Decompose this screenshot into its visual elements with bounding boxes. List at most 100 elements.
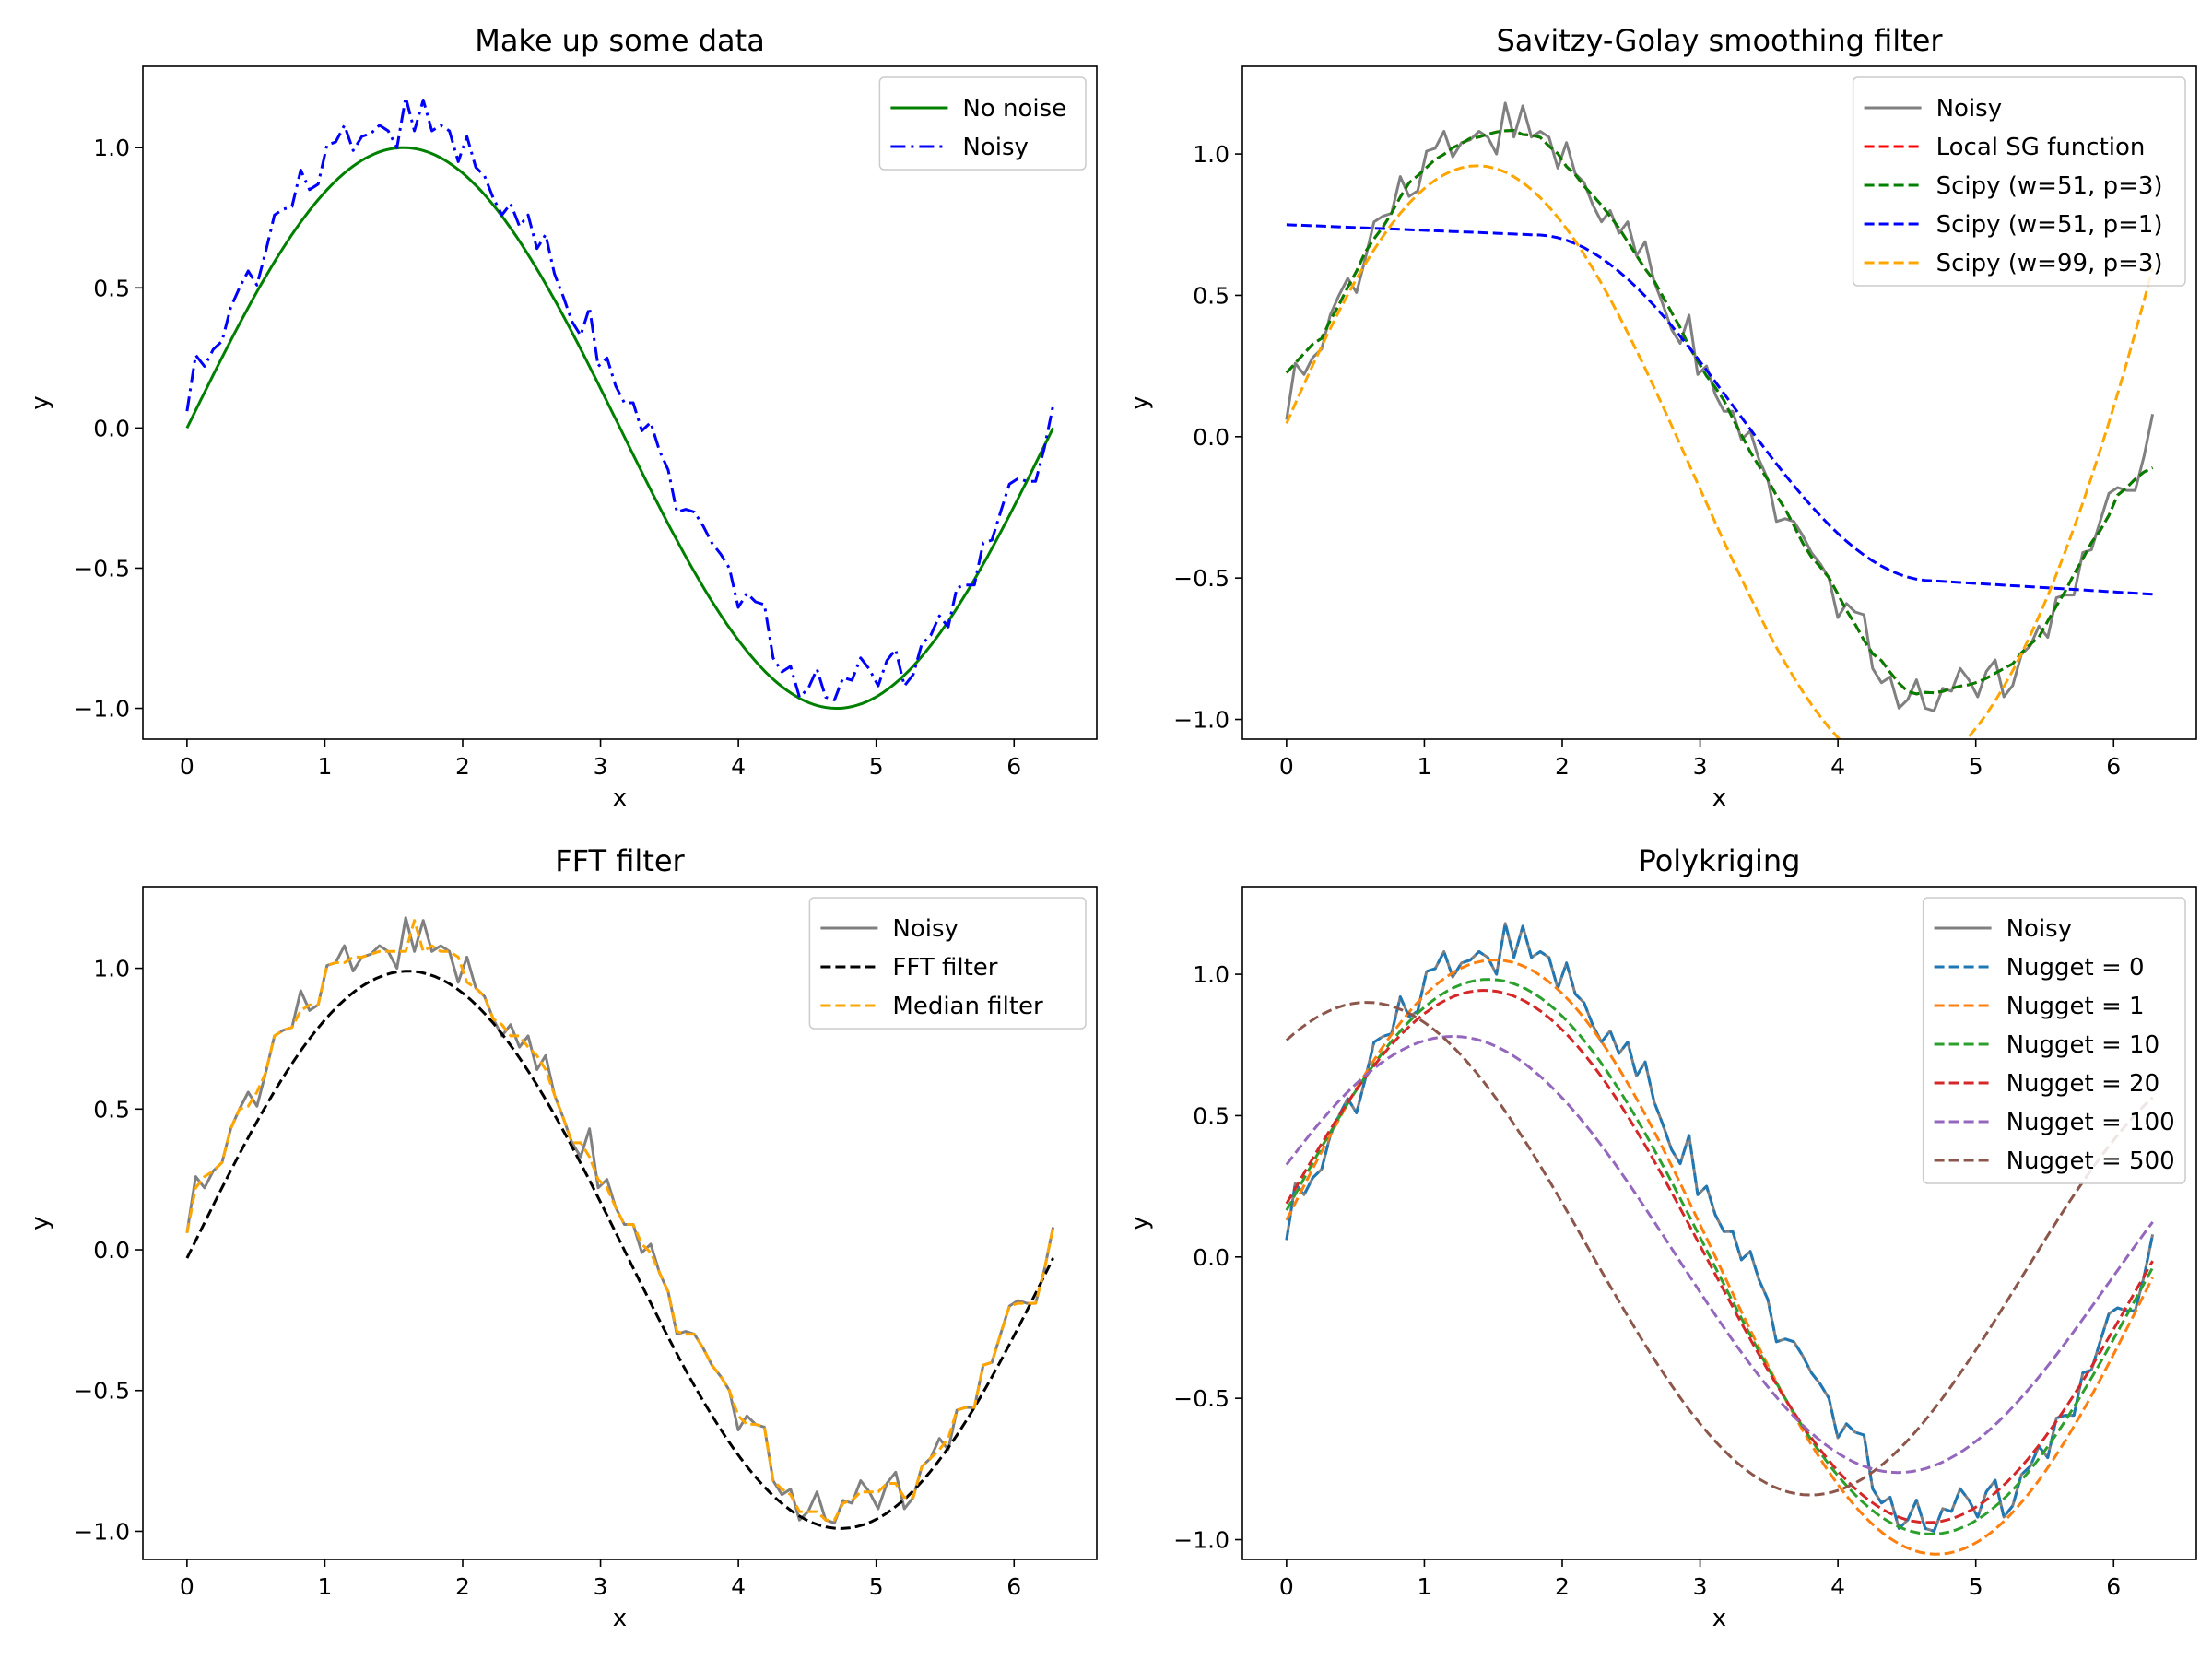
legend-label: Scipy (w=51, p=1) bbox=[1936, 211, 2163, 239]
series-line-2 bbox=[185, 96, 1055, 701]
series-group bbox=[185, 916, 1055, 1530]
x-tick-label: 4 bbox=[1830, 753, 1845, 780]
y-tick-label: −0.5 bbox=[74, 555, 130, 582]
y-tick-label: −1.0 bbox=[74, 1518, 130, 1545]
series-group bbox=[1285, 101, 2155, 739]
y-tick-label: 1.0 bbox=[93, 135, 130, 161]
x-tick-label: 1 bbox=[317, 753, 332, 780]
series-line-5 bbox=[1285, 989, 2154, 1524]
series-line-7 bbox=[1285, 1001, 2154, 1497]
legend-label: Noisy bbox=[892, 915, 959, 943]
subplot-title: Make up some data bbox=[475, 23, 765, 58]
x-tick-label: 6 bbox=[2106, 753, 2121, 780]
x-tick-label: 6 bbox=[1006, 753, 1021, 780]
x-tick-label: 6 bbox=[2106, 1573, 2121, 1600]
x-tick-label: 1 bbox=[1417, 1573, 1431, 1600]
series-line-2 bbox=[185, 970, 1054, 1530]
x-axis-label: x bbox=[613, 784, 627, 812]
legend-label: Noisy bbox=[2006, 915, 2073, 943]
axes-frame bbox=[142, 886, 1098, 1560]
subplot-p1: 0 1 2 3 4 5 6 −1.0 −0.5 0.0 0.5 1.0 Make up some dat… bbox=[27, 23, 1098, 812]
x-tick-label: 2 bbox=[1555, 1573, 1570, 1600]
x-tick-label: 0 bbox=[180, 753, 194, 780]
x-tick-label: 2 bbox=[455, 753, 470, 780]
legend-label: No noise bbox=[962, 95, 1066, 123]
series-line-2 bbox=[1285, 922, 2155, 1533]
legend-box bbox=[808, 897, 1087, 1030]
axes-frame bbox=[1241, 886, 2197, 1560]
x-tick-label: 0 bbox=[1279, 1573, 1294, 1600]
x-tick-label: 4 bbox=[731, 753, 746, 780]
subplot-title: Savitzy-Golay smoothing filter bbox=[1496, 23, 1943, 58]
series-line-1 bbox=[1285, 101, 2155, 712]
series-line-6 bbox=[1285, 1035, 2154, 1475]
x-tick-label: 6 bbox=[1006, 1573, 1021, 1600]
x-tick-label: 0 bbox=[180, 1573, 194, 1600]
legend-label: Scipy (w=51, p=3) bbox=[1936, 172, 2163, 200]
axes-frame bbox=[1241, 65, 2197, 740]
legend-label: Nugget = 20 bbox=[2006, 1070, 2160, 1098]
legend-label: Nugget = 10 bbox=[2006, 1031, 2160, 1059]
subplot-p2: 0 1 2 3 4 5 6 −1.0 −0.5 0.0 0.5 1.0 Savitzy-Golay sm… bbox=[1126, 23, 2197, 812]
legend: No noise Noisy bbox=[878, 76, 1087, 171]
x-tick-label: 5 bbox=[1969, 1573, 1983, 1600]
y-tick-label: 0.0 bbox=[93, 1237, 130, 1264]
legend: Noisy FFT filter Median filter bbox=[808, 897, 1087, 1030]
x-axis-label: x bbox=[1712, 784, 1726, 812]
x-tick-label: 5 bbox=[869, 753, 884, 780]
legend-box bbox=[1922, 897, 2186, 1184]
y-tick-label: 0.0 bbox=[93, 415, 130, 441]
x-tick-label: 3 bbox=[594, 1573, 608, 1600]
legend-box bbox=[1852, 76, 2186, 287]
legend-label: Noisy bbox=[962, 134, 1029, 161]
y-tick-label: 1.0 bbox=[1193, 961, 1230, 988]
legend-label: Nugget = 1 bbox=[2006, 993, 2145, 1020]
series-line-1 bbox=[185, 146, 1054, 710]
x-tick-label: 2 bbox=[455, 1573, 470, 1600]
y-tick-label: 0.5 bbox=[1193, 282, 1230, 309]
series-line-4 bbox=[1286, 223, 2153, 596]
legend-label: Noisy bbox=[1936, 95, 2003, 123]
x-tick-label: 3 bbox=[1693, 753, 1708, 780]
y-tick-label: 0.5 bbox=[1193, 1102, 1230, 1129]
series-line-5 bbox=[1285, 164, 2155, 739]
x-tick-label: 1 bbox=[1417, 753, 1431, 780]
y-tick-label: −0.5 bbox=[74, 1378, 130, 1405]
x-tick-label: 3 bbox=[594, 753, 608, 780]
series-line-3 bbox=[1285, 129, 2154, 696]
legend-label: Nugget = 500 bbox=[2006, 1147, 2175, 1175]
legend-label: Local SG function bbox=[1936, 134, 2146, 161]
series-line-4 bbox=[1285, 978, 2154, 1535]
x-tick-label: 4 bbox=[1830, 1573, 1845, 1600]
axes-frame bbox=[142, 65, 1098, 740]
legend-label: Nugget = 0 bbox=[2006, 954, 2145, 982]
x-tick-label: 5 bbox=[1969, 753, 1983, 780]
y-axis-label: y bbox=[27, 1216, 54, 1230]
y-tick-label: 0.0 bbox=[1193, 424, 1230, 451]
x-axis-label: x bbox=[1712, 1605, 1726, 1632]
series-line-3 bbox=[185, 919, 1055, 1522]
y-tick-label: 1.0 bbox=[93, 956, 130, 982]
legend-label: FFT filter bbox=[892, 954, 997, 982]
series-line-3 bbox=[1285, 959, 2154, 1556]
y-tick-label: −0.5 bbox=[1173, 1385, 1230, 1412]
series-group bbox=[1285, 922, 2155, 1556]
y-tick-label: 1.0 bbox=[1193, 141, 1230, 168]
y-tick-label: 0.5 bbox=[93, 1096, 130, 1123]
y-tick-label: −1.0 bbox=[1173, 1527, 1230, 1554]
x-tick-label: 0 bbox=[1279, 753, 1294, 780]
legend-label: Nugget = 100 bbox=[2006, 1109, 2175, 1136]
legend: Noisy Nugget = 0 Nugget = 1 Nugget = 10 Nugg… bbox=[1922, 897, 2186, 1184]
x-axis-label: x bbox=[613, 1605, 627, 1632]
legend: Noisy Local SG function Scipy (w=51, p=3) S… bbox=[1852, 76, 2186, 287]
legend-label: Scipy (w=99, p=3) bbox=[1936, 250, 2163, 277]
x-tick-label: 3 bbox=[1693, 1573, 1708, 1600]
x-tick-label: 2 bbox=[1555, 753, 1570, 780]
series-group bbox=[185, 96, 1055, 710]
legend-label: Median filter bbox=[892, 993, 1043, 1020]
y-tick-label: −1.0 bbox=[1173, 707, 1230, 734]
y-tick-label: −0.5 bbox=[1173, 565, 1230, 592]
y-tick-label: 0.0 bbox=[1193, 1244, 1230, 1271]
x-tick-label: 4 bbox=[731, 1573, 746, 1600]
